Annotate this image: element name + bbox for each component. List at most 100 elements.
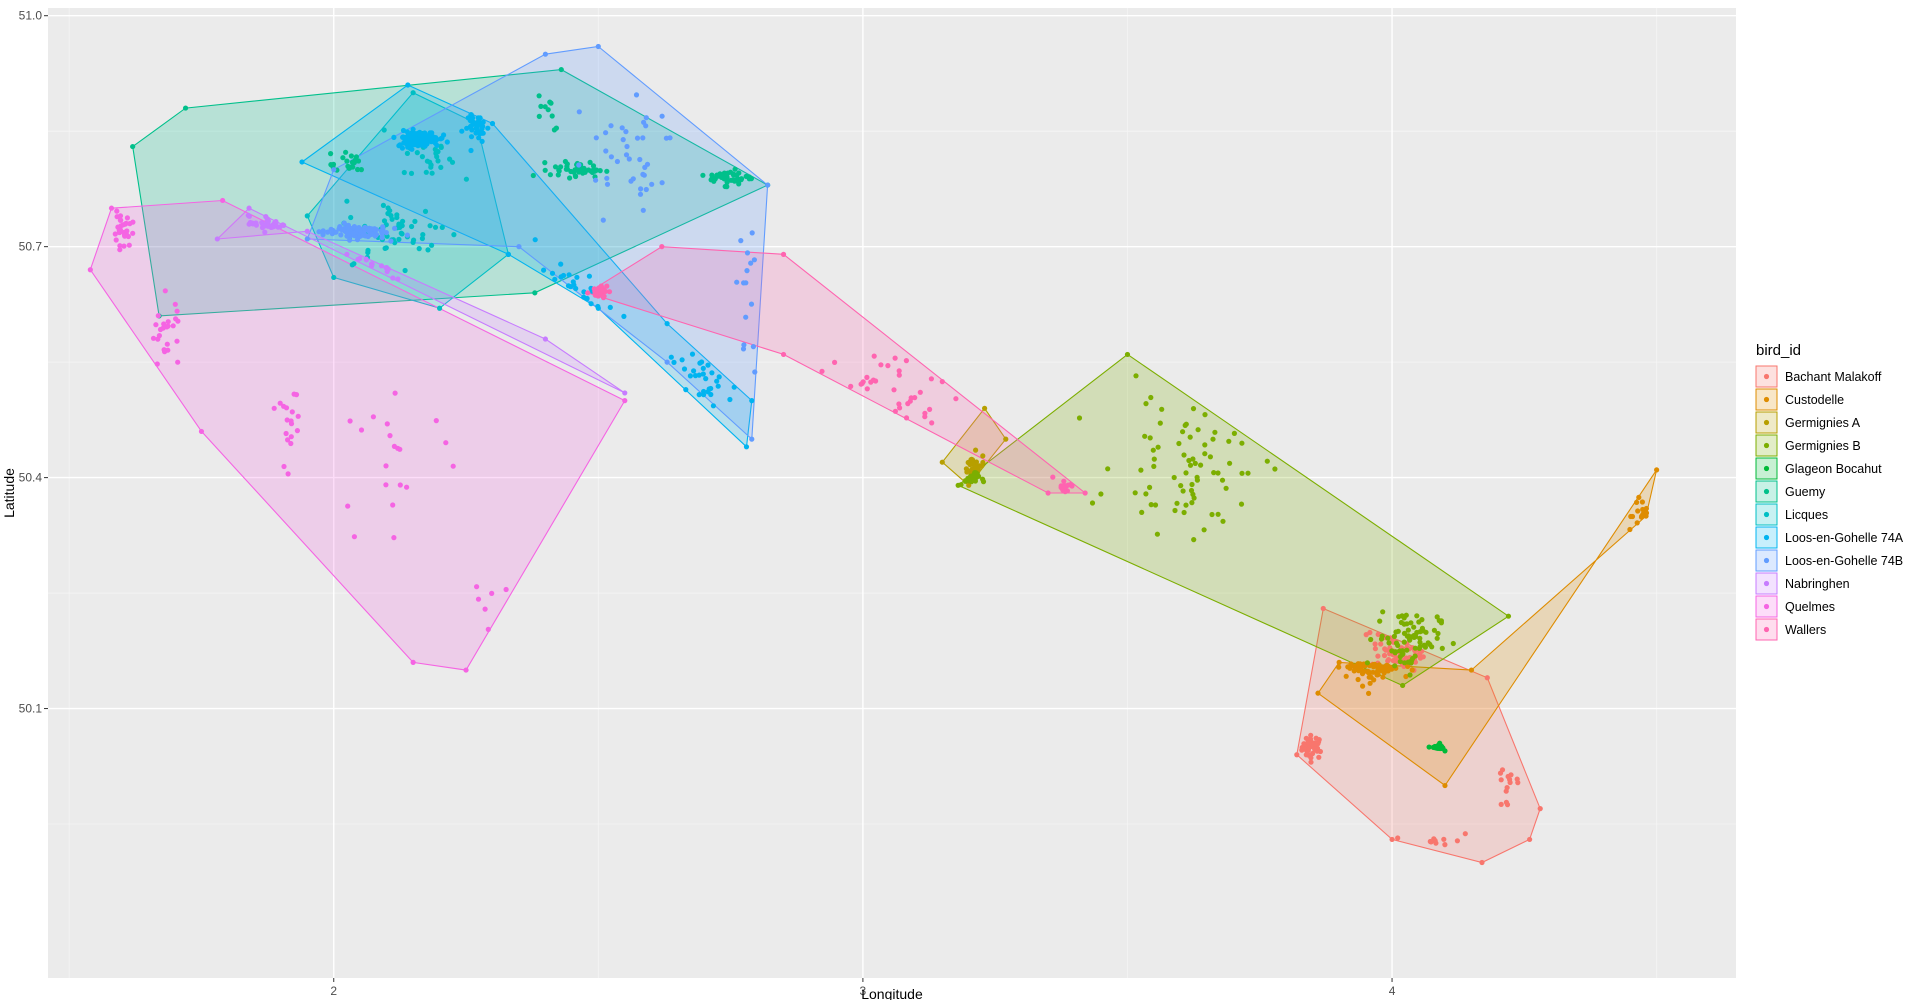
data-point (649, 181, 655, 187)
data-point (1654, 467, 1660, 473)
legend-key-point (1763, 534, 1770, 541)
data-point (969, 457, 976, 463)
data-point (355, 256, 361, 262)
data-point (1183, 470, 1189, 476)
data-point (1462, 831, 1468, 837)
data-point (1157, 420, 1163, 426)
data-point (405, 82, 411, 88)
data-point (371, 226, 378, 232)
data-point (1407, 672, 1413, 678)
data-point (390, 502, 396, 508)
data-point (422, 130, 428, 136)
data-point (1412, 645, 1418, 651)
data-point (155, 313, 161, 319)
data-point (1313, 735, 1319, 741)
data-point (1393, 640, 1400, 646)
data-point (1405, 627, 1411, 633)
data-point (637, 156, 643, 163)
data-point (479, 138, 485, 144)
data-point (387, 433, 393, 439)
data-point (736, 181, 742, 187)
data-point (703, 376, 709, 382)
data-point (423, 169, 429, 175)
data-point (355, 166, 361, 173)
data-point (553, 125, 560, 131)
data-point (564, 166, 571, 172)
data-point (1272, 466, 1278, 472)
data-point (1360, 683, 1366, 689)
y-tick-label: 50.1 (19, 702, 43, 716)
data-point (896, 401, 902, 407)
data-point (1639, 499, 1645, 505)
data-point (434, 154, 440, 160)
data-point (1484, 675, 1490, 681)
data-point (1442, 782, 1448, 789)
data-point (939, 379, 945, 385)
data-point (626, 156, 632, 162)
data-point (1181, 452, 1187, 458)
data-point (558, 66, 564, 73)
data-point (743, 314, 749, 320)
data-point (304, 236, 310, 242)
data-point (939, 459, 945, 465)
data-point (912, 395, 918, 401)
data-point (622, 398, 628, 404)
data-point (1379, 633, 1385, 639)
data-point (1124, 351, 1131, 358)
data-point (1391, 633, 1397, 640)
data-point (683, 387, 689, 393)
legend-label: Germignies A (1785, 416, 1861, 430)
data-point (848, 383, 854, 389)
data-point (604, 181, 611, 187)
data-point (1507, 779, 1513, 786)
data-point (1191, 495, 1197, 501)
data-point (320, 228, 326, 234)
data-point (532, 290, 538, 296)
data-point (638, 186, 644, 192)
data-point (870, 377, 877, 383)
data-point (289, 409, 295, 415)
data-point (1155, 444, 1161, 450)
data-point (117, 243, 123, 249)
legend-label: Licques (1785, 508, 1828, 522)
data-point (112, 231, 118, 237)
data-point (897, 405, 903, 411)
data-point (435, 158, 441, 164)
data-point (864, 386, 870, 392)
legend-key-point (1763, 603, 1770, 610)
data-point (541, 267, 547, 273)
legend-item: Quelmes (1755, 595, 1835, 618)
data-point (1527, 836, 1533, 843)
data-point (284, 417, 290, 423)
data-point (1628, 513, 1634, 520)
data-point (365, 249, 371, 256)
data-point (903, 358, 910, 364)
legend-item: Loos-en-Gohelle 74A (1755, 526, 1904, 549)
data-point (623, 152, 630, 158)
data-point (711, 176, 717, 182)
data-point (1294, 752, 1300, 758)
data-point (400, 134, 406, 140)
data-point (443, 440, 449, 446)
x-tick-label: 3 (860, 984, 867, 998)
data-point (730, 171, 736, 177)
data-point (907, 398, 913, 404)
data-point (1180, 488, 1186, 494)
data-point (408, 170, 415, 176)
data-point (417, 131, 423, 138)
data-point (273, 219, 279, 225)
data-point (350, 164, 356, 170)
data-point (1201, 527, 1207, 533)
data-point (1504, 802, 1511, 808)
data-point (589, 169, 596, 175)
data-point (150, 335, 157, 341)
data-point (412, 139, 418, 145)
data-point (1192, 460, 1198, 466)
data-point (293, 392, 300, 398)
data-point (1226, 438, 1232, 444)
data-point (459, 128, 465, 134)
data-point (379, 235, 385, 241)
data-point (1308, 732, 1314, 738)
data-point (505, 251, 511, 257)
data-point (1219, 477, 1226, 483)
